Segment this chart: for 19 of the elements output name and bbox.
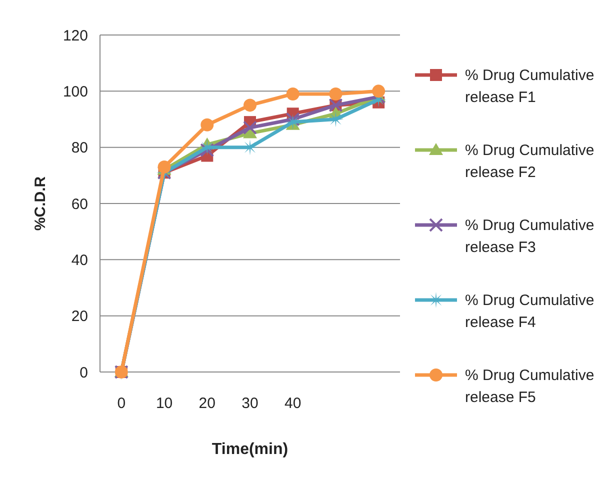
y-tick-label: 60 — [71, 196, 88, 213]
y-tick-label: 0 — [80, 364, 88, 382]
y-axis-title: %C.D.R — [32, 176, 49, 231]
x-tick-label: 40 — [284, 395, 302, 412]
legend-label: % Drug Cumulative release F2 — [465, 142, 594, 181]
legend-label: % Drug Cumulative release F5 — [465, 367, 594, 406]
y-tick-label: 120 — [62, 27, 88, 44]
y-tick-label: 20 — [71, 308, 88, 326]
x-axis-title: Time(min) — [212, 441, 288, 458]
legend-label: % Drug Cumulative release F3 — [465, 217, 594, 256]
x-tick-label: 30 — [242, 395, 258, 412]
legend-label: % Drug Cumulative release F4 — [465, 292, 594, 331]
y-tick-label: 40 — [71, 252, 88, 269]
y-tick-label: 100 — [62, 83, 88, 100]
legend-label: % Drug Cumulative release F1 — [465, 67, 594, 106]
x-tick-label: 20 — [198, 395, 216, 412]
y-tick-label: 80 — [71, 140, 88, 157]
x-tick-label: 10 — [156, 395, 173, 412]
x-tick-label: 0 — [117, 395, 126, 412]
